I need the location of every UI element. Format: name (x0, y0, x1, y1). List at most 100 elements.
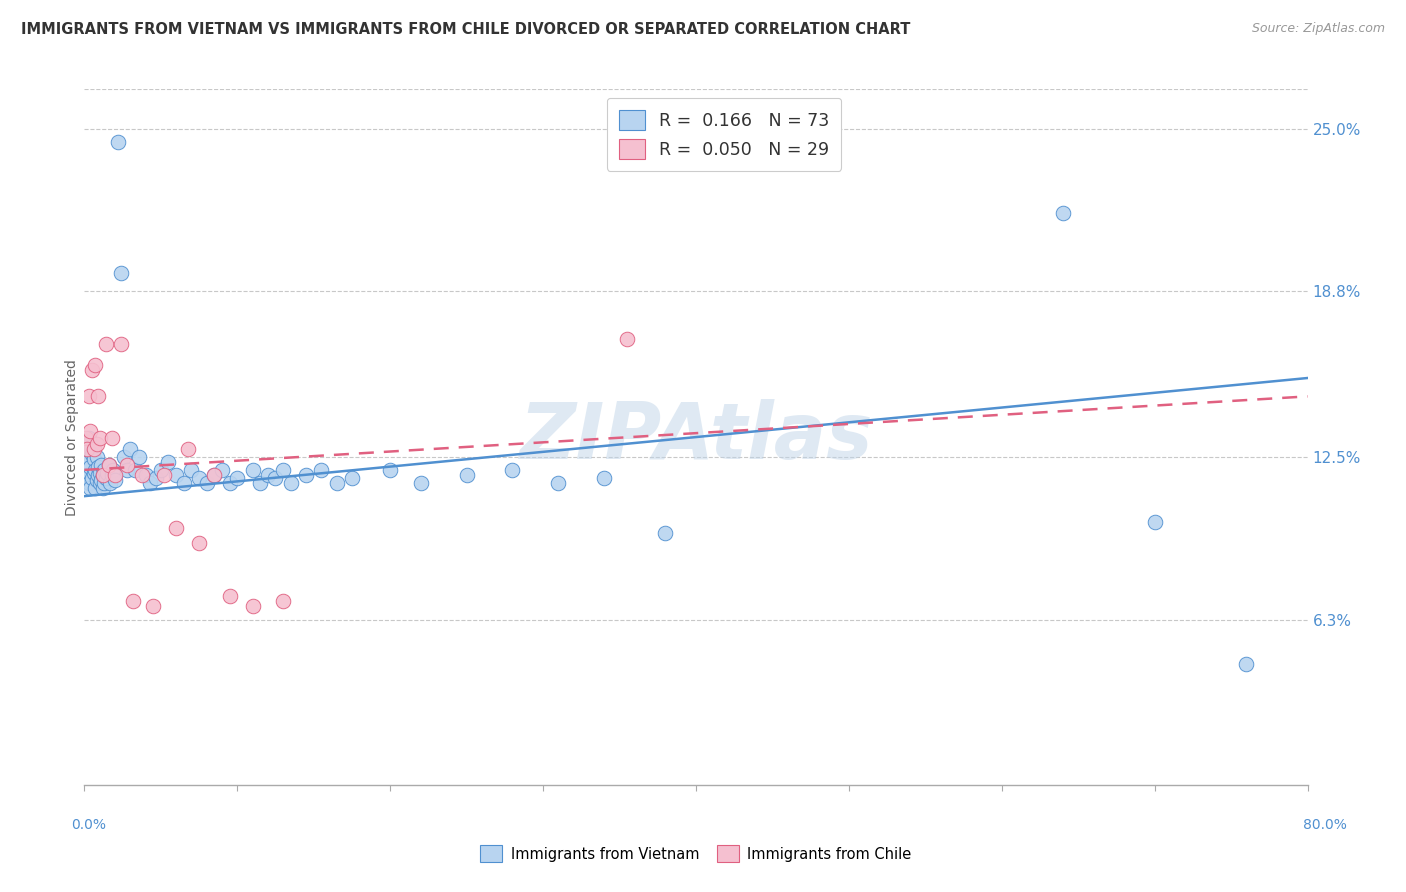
Point (211, 463, 233, 477)
Point (101, 431, 124, 445)
Point (242, 599, 264, 614)
Point (77, 431, 100, 445)
Point (84, 481, 107, 495)
Point (89, 466, 111, 480)
Point (165, 468, 187, 483)
Text: IMMIGRANTS FROM VIETNAM VS IMMIGRANTS FROM CHILE DIVORCED OR SEPARATED CORRELATI: IMMIGRANTS FROM VIETNAM VS IMMIGRANTS FR… (21, 22, 911, 37)
Point (104, 474, 127, 488)
Point (142, 599, 165, 614)
Point (456, 468, 478, 483)
Point (188, 471, 211, 485)
Point (87, 468, 110, 483)
Point (91, 468, 114, 483)
Point (101, 468, 124, 483)
Point (83, 466, 105, 480)
Point (325, 476, 347, 491)
Point (94, 337, 117, 351)
Point (202, 468, 225, 483)
Point (249, 476, 271, 491)
Point (79, 460, 101, 475)
Point (89, 476, 111, 491)
Point (139, 476, 162, 491)
Text: 80.0%: 80.0% (1302, 818, 1347, 832)
Point (89, 431, 111, 445)
Point (616, 332, 638, 346)
Point (80, 363, 103, 377)
Point (96, 466, 118, 480)
Point (257, 468, 280, 483)
Point (264, 471, 287, 485)
Point (103, 463, 125, 477)
Point (112, 450, 135, 464)
Point (271, 463, 294, 477)
Point (218, 476, 240, 491)
Point (409, 476, 432, 491)
Point (76, 442, 98, 456)
Point (502, 463, 524, 477)
Point (86, 436, 108, 450)
Point (80, 471, 103, 485)
Point (115, 463, 138, 477)
Point (153, 468, 176, 483)
Text: Source: ZipAtlas.com: Source: ZipAtlas.com (1251, 22, 1385, 36)
Point (87, 460, 110, 475)
Point (86, 450, 108, 464)
Point (93, 463, 115, 477)
Point (84, 463, 107, 477)
Point (75, 431, 97, 445)
Point (80, 447, 103, 461)
Point (1052, 205, 1074, 219)
Point (135, 468, 157, 483)
Point (226, 471, 249, 485)
Legend: Immigrants from Vietnam, Immigrants from Chile: Immigrants from Vietnam, Immigrants from… (474, 839, 918, 868)
Point (157, 455, 180, 469)
Point (97, 458, 120, 472)
Point (91, 468, 114, 483)
Point (195, 476, 218, 491)
Point (110, 266, 132, 280)
Text: 0.0%: 0.0% (72, 818, 105, 832)
Point (115, 458, 138, 472)
Text: ZIPAtlas: ZIPAtlas (519, 399, 873, 475)
Point (98, 476, 121, 491)
Point (180, 463, 202, 477)
Point (149, 463, 172, 477)
Point (79, 424, 101, 438)
Point (86, 474, 108, 488)
Point (188, 536, 211, 550)
Point (165, 521, 187, 535)
Point (218, 589, 240, 603)
Point (295, 468, 318, 483)
Point (94, 471, 117, 485)
Point (131, 468, 153, 483)
Point (1236, 657, 1258, 672)
Point (83, 442, 105, 456)
Point (120, 442, 142, 456)
Point (87, 389, 110, 403)
Point (93, 476, 115, 491)
Point (122, 594, 145, 608)
Point (340, 471, 363, 485)
Point (145, 471, 167, 485)
Point (202, 468, 225, 483)
Point (654, 525, 676, 540)
Point (76, 442, 98, 456)
Point (128, 450, 150, 464)
Point (1143, 516, 1166, 530)
Point (75, 455, 97, 469)
Point (280, 476, 302, 491)
Point (97, 458, 120, 472)
Point (242, 463, 264, 477)
Point (104, 468, 127, 483)
Point (124, 463, 146, 477)
Point (110, 337, 132, 351)
Point (77, 389, 100, 403)
Point (547, 476, 569, 491)
Point (311, 463, 333, 477)
Point (90, 458, 112, 472)
Point (271, 594, 294, 608)
Point (90, 474, 112, 488)
Point (84, 358, 107, 372)
Point (593, 471, 616, 485)
Point (107, 135, 129, 149)
